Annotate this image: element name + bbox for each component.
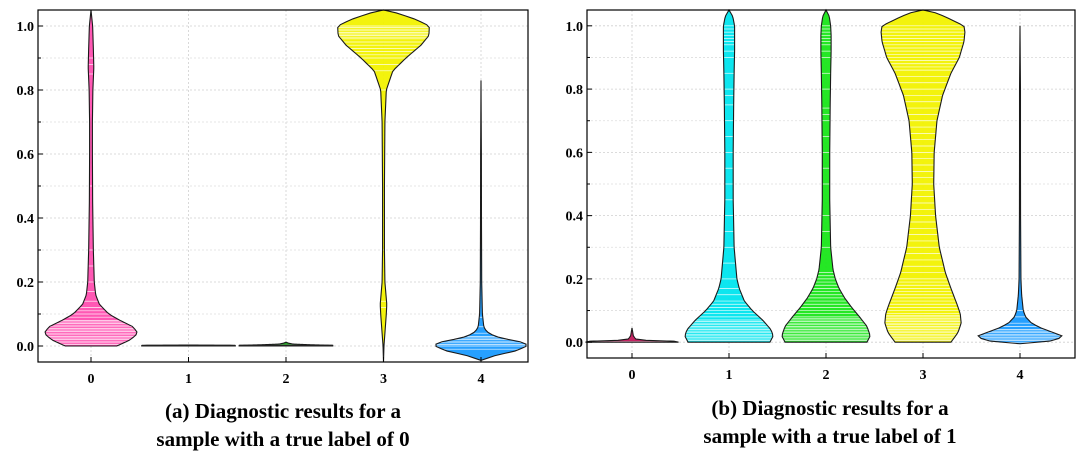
x-tick-label: 4 [478, 372, 485, 387]
violin-outline-2 [238, 341, 334, 347]
y-tick-label: 0.6 [17, 148, 35, 163]
y-tick-label: 0.4 [566, 210, 584, 225]
violin-0 [585, 327, 679, 343]
x-tick-label: 4 [1017, 368, 1024, 383]
violin-2 [781, 8, 871, 343]
violin-body-3 [337, 10, 430, 362]
panel-caption-line: sample with a true label of 0 [156, 427, 409, 451]
violin-body-2 [782, 10, 870, 343]
violin-4 [435, 80, 527, 361]
panel-b-violin-chart: 0.0 0.2 0.4 0.6 0.8 1.0 0 1 2 3 4 (b) Diagnostic re… [566, 8, 1076, 448]
violin-outline-0 [44, 9, 138, 347]
x-tick-label: 2 [283, 372, 290, 387]
violin-2 [238, 341, 334, 347]
y-tick-label: 0.4 [17, 212, 35, 227]
violin-4 [977, 25, 1063, 345]
violin-body-0 [45, 10, 137, 346]
x-tick-label: 0 [629, 368, 636, 383]
y-tick-label: 0.8 [566, 83, 584, 98]
y-tick-label: 0.6 [566, 146, 584, 161]
x-tick-label: 1 [726, 368, 733, 383]
violin-1 [684, 8, 774, 343]
panel-caption-line: (a) Diagnostic results for a [165, 399, 402, 423]
x-tick-label: 1 [185, 372, 192, 387]
panel-a-violin-chart: 0.0 0.2 0.4 0.6 0.8 1.0 0 1 2 3 4 (a) Diagnostic re… [17, 9, 529, 451]
violin-0 [44, 9, 138, 347]
violin-body-1 [685, 10, 773, 343]
violin-outline-3 [880, 9, 966, 343]
violin-outline-4 [977, 25, 1063, 345]
x-tick-label: 0 [88, 372, 95, 387]
violin-outline-2 [781, 8, 871, 343]
violin-body-0 [585, 327, 679, 343]
y-tick-label: 0.0 [17, 340, 35, 355]
y-tick-label: 1.0 [566, 20, 584, 35]
x-tick-label: 3 [920, 368, 927, 383]
y-tick-label: 0.8 [17, 84, 35, 99]
y-tick-label: 0.2 [566, 273, 584, 288]
panel-caption-line: sample with a true label of 1 [703, 424, 956, 448]
violin-outline-0 [585, 327, 679, 343]
y-tick-label: 0.0 [566, 336, 584, 351]
violin-body-3 [881, 10, 965, 343]
x-tick-label: 2 [823, 368, 830, 383]
y-tick-label: 0.2 [17, 276, 35, 291]
violin-3 [880, 9, 966, 343]
violin-outline-4 [435, 80, 527, 361]
violin-outline-1 [684, 8, 774, 343]
violin-3 [337, 9, 430, 363]
y-tick-label: 1.0 [17, 20, 35, 35]
violin-1 [141, 344, 236, 347]
x-tick-label: 3 [380, 372, 387, 387]
panel-caption-line: (b) Diagnostic results for a [711, 396, 949, 420]
